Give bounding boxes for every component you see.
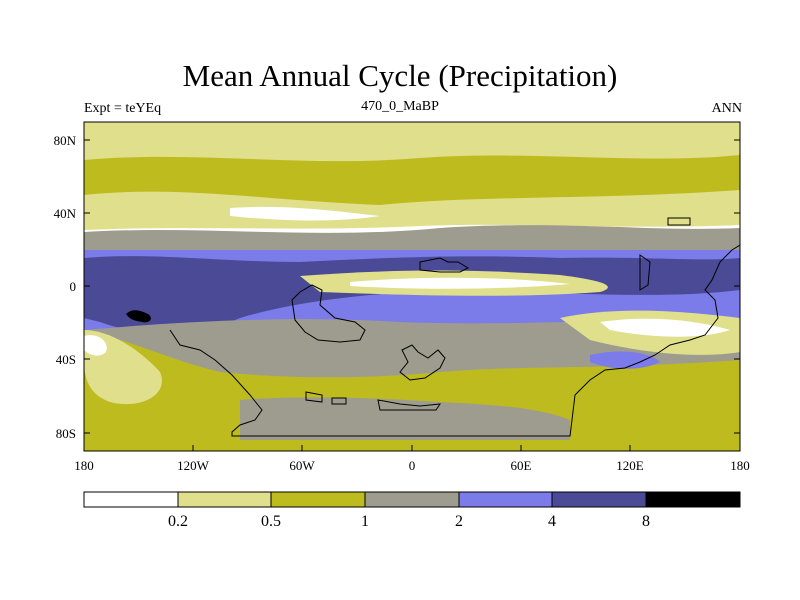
x-tick-label: 60E [511,458,532,473]
period-label: 470_0_MaBP [361,99,439,114]
colorbar-label: 0.5 [261,513,281,530]
band-arctic [84,122,740,162]
x-tick-label: 60W [289,458,315,473]
colorbar-label: 4 [548,513,556,530]
coast-island-east [639,254,651,291]
colorbar-label: 1 [361,513,369,530]
coast-southern-gulf [399,344,446,381]
colorbar-swatch [270,491,366,508]
pacific-dark-blob [126,310,151,323]
colorbar: 0.2 0.5 1 2 4 8 [83,491,741,530]
plot-title: Mean Annual Cycle (Precipitation) [182,58,618,93]
blob-grey-south [240,397,570,440]
colorbar-swatch [177,491,272,508]
y-tick-labels: 80N 40N 0 40S 80S [54,133,77,441]
band-itcz-dark [84,256,740,334]
band-south-east-blue [590,351,660,369]
x-tick-label: 0 [409,458,416,473]
x-tick-label: 180 [74,458,94,473]
y-tick-label: 80N [54,133,77,148]
y-tick-label: 40N [54,206,77,221]
colorbar-swatch [458,491,553,508]
map-field [84,122,740,451]
season-label: ANN [711,101,742,116]
coast-south-america [291,284,366,343]
band-storm-track-white [230,206,380,221]
band-equator-white [350,277,570,289]
coast-western-continent [169,244,740,437]
coast-south-inlet [377,399,442,411]
coast-north-east-strip [667,217,691,226]
band-south-east-white [600,318,730,337]
y-tick-label: 80S [56,426,76,441]
coast-central-north [419,257,470,273]
y-tick-label: 40S [56,352,76,367]
x-tick-marks [83,445,741,451]
colorbar-swatch [645,491,741,508]
colorbar-label: 8 [642,513,650,530]
experiment-label: Expt = teYEq [84,101,162,116]
colorbar-swatch [551,491,647,508]
coast-south-tiny [331,397,347,405]
x-tick-label: 120E [616,458,644,473]
x-tick-label: 120W [177,458,210,473]
coast-south-small [305,391,323,403]
colorbar-label: 0.2 [168,513,188,530]
y-tick-label: 0 [70,279,77,294]
y-tick-marks [84,139,740,434]
southwest-white-blob [84,335,107,356]
colorbar-label: 2 [455,513,463,530]
band-north-light [84,190,740,230]
colorbar-swatch [364,491,460,508]
x-tick-labels: 180 120W 60W 0 60E 120E 180 [74,458,750,473]
x-tick-label: 180 [730,458,750,473]
coastlines [169,217,740,437]
colorbar-swatch [83,491,179,508]
